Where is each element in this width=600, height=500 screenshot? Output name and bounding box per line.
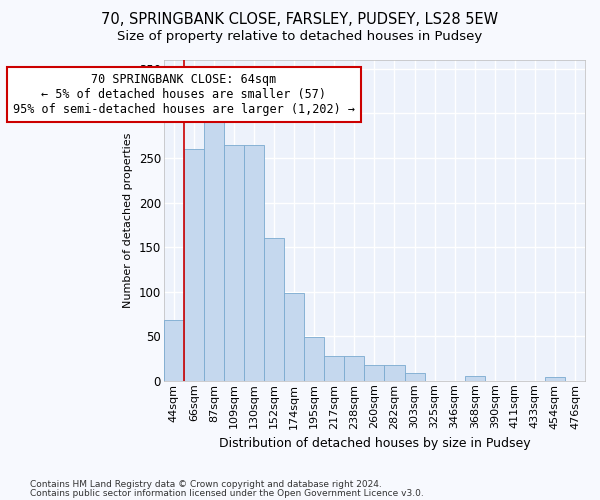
X-axis label: Distribution of detached houses by size in Pudsey: Distribution of detached houses by size … bbox=[218, 437, 530, 450]
Bar bbox=[364, 364, 385, 381]
Bar bbox=[344, 356, 364, 381]
Bar bbox=[464, 376, 485, 381]
Bar bbox=[284, 294, 304, 381]
Bar bbox=[304, 337, 324, 381]
Bar bbox=[224, 144, 244, 381]
Y-axis label: Number of detached properties: Number of detached properties bbox=[123, 132, 133, 308]
Bar bbox=[204, 120, 224, 381]
Bar bbox=[404, 372, 425, 381]
Bar bbox=[385, 364, 404, 381]
Text: Contains HM Land Registry data © Crown copyright and database right 2024.: Contains HM Land Registry data © Crown c… bbox=[30, 480, 382, 489]
Bar bbox=[324, 356, 344, 381]
Bar bbox=[164, 320, 184, 381]
Bar bbox=[545, 377, 565, 381]
Bar bbox=[184, 149, 204, 381]
Bar bbox=[244, 144, 264, 381]
Text: 70, SPRINGBANK CLOSE, FARSLEY, PUDSEY, LS28 5EW: 70, SPRINGBANK CLOSE, FARSLEY, PUDSEY, L… bbox=[101, 12, 499, 28]
Text: Size of property relative to detached houses in Pudsey: Size of property relative to detached ho… bbox=[118, 30, 482, 43]
Bar bbox=[264, 238, 284, 381]
Text: Contains public sector information licensed under the Open Government Licence v3: Contains public sector information licen… bbox=[30, 489, 424, 498]
Text: 70 SPRINGBANK CLOSE: 64sqm
← 5% of detached houses are smaller (57)
95% of semi-: 70 SPRINGBANK CLOSE: 64sqm ← 5% of detac… bbox=[13, 74, 355, 116]
